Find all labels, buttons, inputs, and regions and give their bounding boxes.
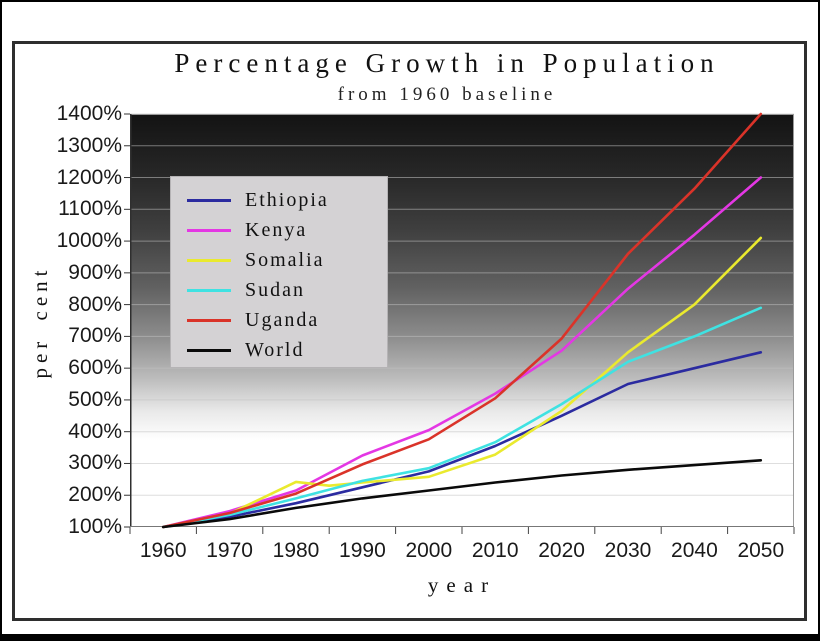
legend-item: Kenya [187,215,387,245]
series-line-ethiopia [161,351,763,529]
chart-title: Percentage Growth in Population [174,48,720,78]
y-axis-tick-label: 1300% [56,133,122,157]
y-axis-tick-label: 200% [68,483,122,507]
legend-item: World [187,335,387,365]
y-axis-tick-label: 500% [68,387,122,411]
legend-item: Ethiopia [187,185,387,215]
legend-swatch-kenya [187,228,231,232]
legend-item: Somalia [187,245,387,275]
legend-item: Uganda [187,305,387,335]
series-line-somalia [161,236,763,529]
y-axis-tick-label: 1200% [56,165,122,189]
x-axis-tick-label: 2000 [405,539,453,562]
legend-label-uganda: Uganda [245,308,320,331]
y-axis-tick-label: 700% [68,324,122,348]
y-axis-tick-label: 300% [68,451,122,475]
series-line-kenya [161,176,763,529]
x-axis-tick-label: 2020 [538,539,585,562]
x-axis-tick-label: 1980 [272,539,320,562]
series-line-uganda [161,112,763,529]
legend-label-sudan: Sudan [245,278,305,301]
legend-swatch-world [187,348,231,352]
y-axis-tick-label: 1000% [56,229,122,253]
x-axis-tick-label: 1990 [339,539,386,562]
legend-swatch-somalia [187,258,231,262]
legend-label-world: World [245,338,305,361]
legend-swatch-uganda [187,318,231,322]
y-axis-tick-label: 100% [68,515,122,538]
legend-swatch-ethiopia [187,198,231,202]
x-axis-tick-label: 2030 [604,539,652,562]
x-axis-tick-label: 2040 [671,539,718,562]
y-axis-tick-label: 400% [68,419,122,443]
x-axis-tick-label: 2050 [737,539,785,562]
legend-item: Sudan [187,275,387,305]
x-axis-title: year [427,573,497,597]
chart-subtitle: from 1960 baseline [337,84,557,105]
x-axis-tick-label: 2010 [471,539,519,562]
legend-swatch-sudan [187,288,231,292]
y-axis-tick-label: 1100% [58,197,122,221]
x-axis-tick-label: 1970 [206,539,253,562]
y-axis-tick-label: 800% [68,292,122,316]
y-axis-title: per cent [28,265,52,379]
legend-label-kenya: Kenya [245,218,308,241]
series-line-sudan [161,306,763,529]
legend-label-somalia: Somalia [245,248,325,271]
x-axis-tick-label: 1960 [139,539,187,562]
y-axis-tick-label: 1400% [56,102,122,125]
y-axis-tick-label: 900% [68,260,122,284]
series-line-world [161,458,763,529]
legend: Ethiopia Kenya Somalia Sudan Uganda Worl… [170,176,388,368]
y-axis-tick-label: 600% [68,356,122,380]
legend-label-ethiopia: Ethiopia [245,188,329,211]
